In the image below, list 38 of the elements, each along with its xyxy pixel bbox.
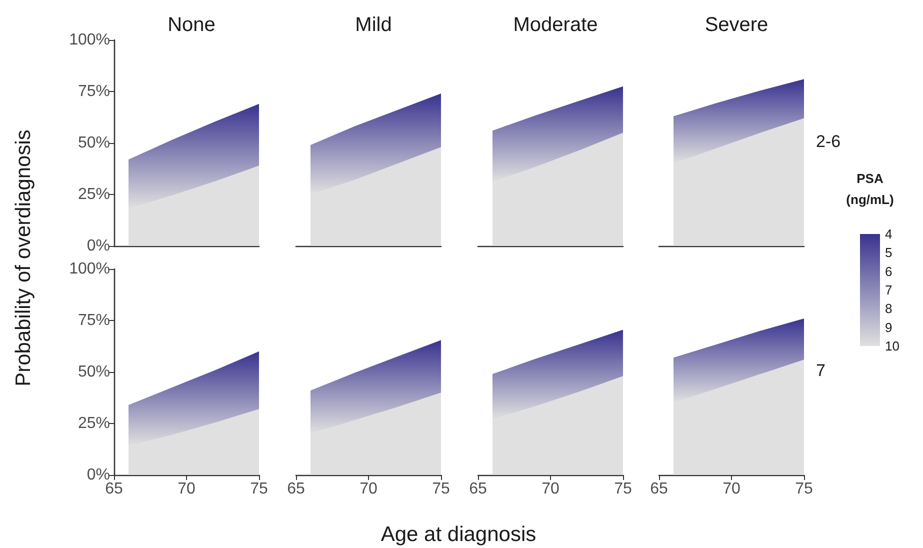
x-tick-label: 65 xyxy=(469,480,487,498)
x-tick-label: 75 xyxy=(614,480,632,498)
chart-title: None xyxy=(168,14,216,36)
y-tick-label: 50% xyxy=(78,364,110,380)
y-tick-label: 25% xyxy=(78,415,110,432)
color-bar-label: 10 xyxy=(885,338,900,354)
x-tick-label: 65 xyxy=(105,480,123,498)
y-axis-title: Probability of overdiagnosis xyxy=(12,130,36,386)
y-tick-label: 0% xyxy=(86,238,110,254)
x-tick-label: 70 xyxy=(178,480,196,498)
y-tick-label: 0% xyxy=(86,466,110,484)
color-bar-label: 5 xyxy=(885,245,892,260)
color-bar-label: 6 xyxy=(885,264,892,279)
y-tick-label: 75% xyxy=(78,312,110,329)
y-tick-label: 100% xyxy=(69,32,110,48)
x-axis-title: Age at diagnosis xyxy=(380,523,536,546)
color-bar-label: 8 xyxy=(885,301,892,316)
y-tick-label: 75% xyxy=(78,83,110,100)
x-tick-label: 75 xyxy=(795,480,813,498)
x-tick-label: 70 xyxy=(542,480,560,498)
text: 7 xyxy=(816,361,826,380)
color-bar-label: 9 xyxy=(885,320,892,335)
chart-title: Moderate xyxy=(513,14,598,36)
color-bar-title: PSA (ng/mL) xyxy=(846,171,894,207)
y-tick-label: 25% xyxy=(78,186,110,203)
x-tick-label: 65 xyxy=(287,480,305,498)
color-bar-label: 4 xyxy=(885,226,892,242)
y-tick-label: 100% xyxy=(69,260,110,278)
x-tick-label: 75 xyxy=(432,480,450,498)
x-tick-label: 75 xyxy=(250,480,268,498)
x-tick-label: 70 xyxy=(360,480,378,498)
chart-title: Mild xyxy=(355,14,392,36)
x-tick-label: 70 xyxy=(722,480,740,498)
text: 2-6 xyxy=(816,132,841,151)
chart-title: Severe xyxy=(704,14,768,36)
color-bar-label: 7 xyxy=(885,282,892,298)
y-tick-label: 50% xyxy=(78,134,110,152)
x-tick-label: 65 xyxy=(650,480,668,498)
